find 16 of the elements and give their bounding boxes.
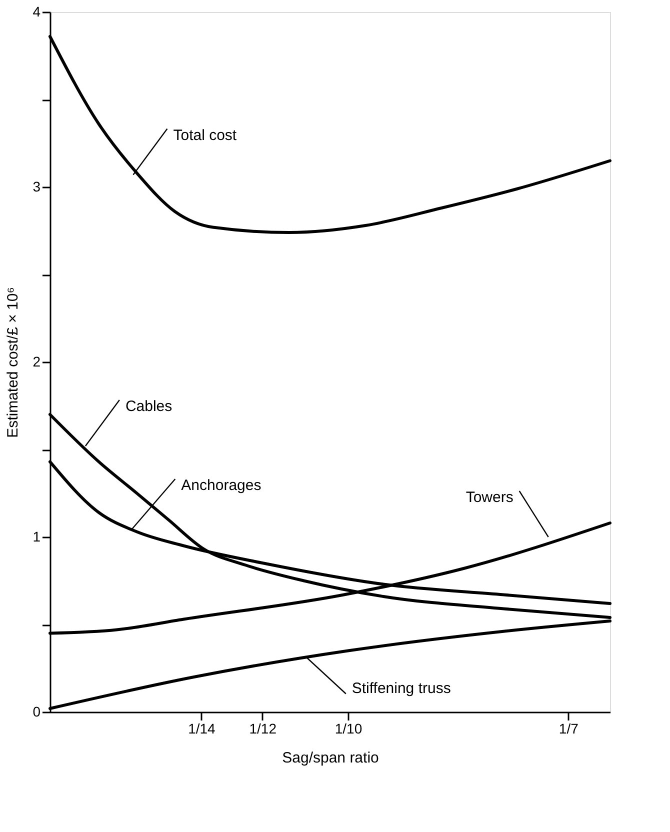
y-tick-label: 3 xyxy=(32,178,41,194)
y-tick-label: 4 xyxy=(32,4,41,20)
annotation: Stiffening truss xyxy=(352,680,451,697)
y-axis-title: Estimated cost/£ × 10⁶ xyxy=(4,287,22,438)
y-tick-label: 1 xyxy=(32,528,41,544)
x-tick-label: 1/10 xyxy=(334,720,362,736)
y-tick-label: 2 xyxy=(32,354,41,370)
annotation: Cables xyxy=(125,398,172,415)
y-tick-label: 0 xyxy=(32,704,41,720)
annotation: Total cost xyxy=(173,126,238,144)
annotation: Towers xyxy=(466,489,514,506)
x-axis-title: Sag/span ratio xyxy=(282,750,379,766)
annotation: Anchorages xyxy=(181,477,262,494)
x-tick-label: 1/14 xyxy=(188,720,216,736)
x-tick-label: 1/12 xyxy=(249,720,277,736)
x-tick-label: 1/7 xyxy=(558,720,579,736)
